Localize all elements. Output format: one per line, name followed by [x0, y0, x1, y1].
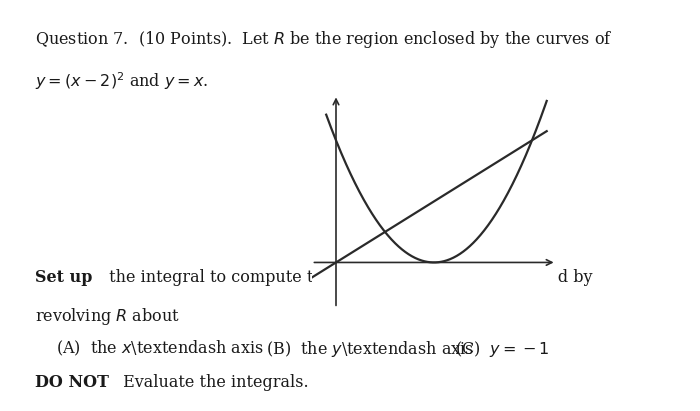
Text: (B)  the $y$\textendash axis: (B) the $y$\textendash axis	[266, 339, 474, 359]
Text: (A)  the $x$\textendash axis: (A) the $x$\textendash axis	[56, 339, 264, 358]
Text: of the solid obtained by: of the solid obtained by	[396, 269, 593, 286]
Text: $y = (x-2)^2$ and $y = x$.: $y = (x-2)^2$ and $y = x$.	[35, 70, 209, 92]
Text: DO NOT: DO NOT	[35, 374, 109, 391]
Text: (C)  $y = -1$: (C) $y = -1$	[455, 339, 550, 359]
Text: the integral to compute the: the integral to compute the	[104, 269, 338, 286]
Text: Set up: Set up	[35, 269, 92, 286]
Text: revolving $R$ about: revolving $R$ about	[35, 306, 180, 327]
Text: volume: volume	[342, 269, 400, 286]
Text: Question 7.  (10 Points).  Let $R$ be the region enclosed by the curves of: Question 7. (10 Points). Let $R$ be the …	[35, 29, 612, 50]
Text: Evaluate the integrals.: Evaluate the integrals.	[118, 374, 308, 391]
